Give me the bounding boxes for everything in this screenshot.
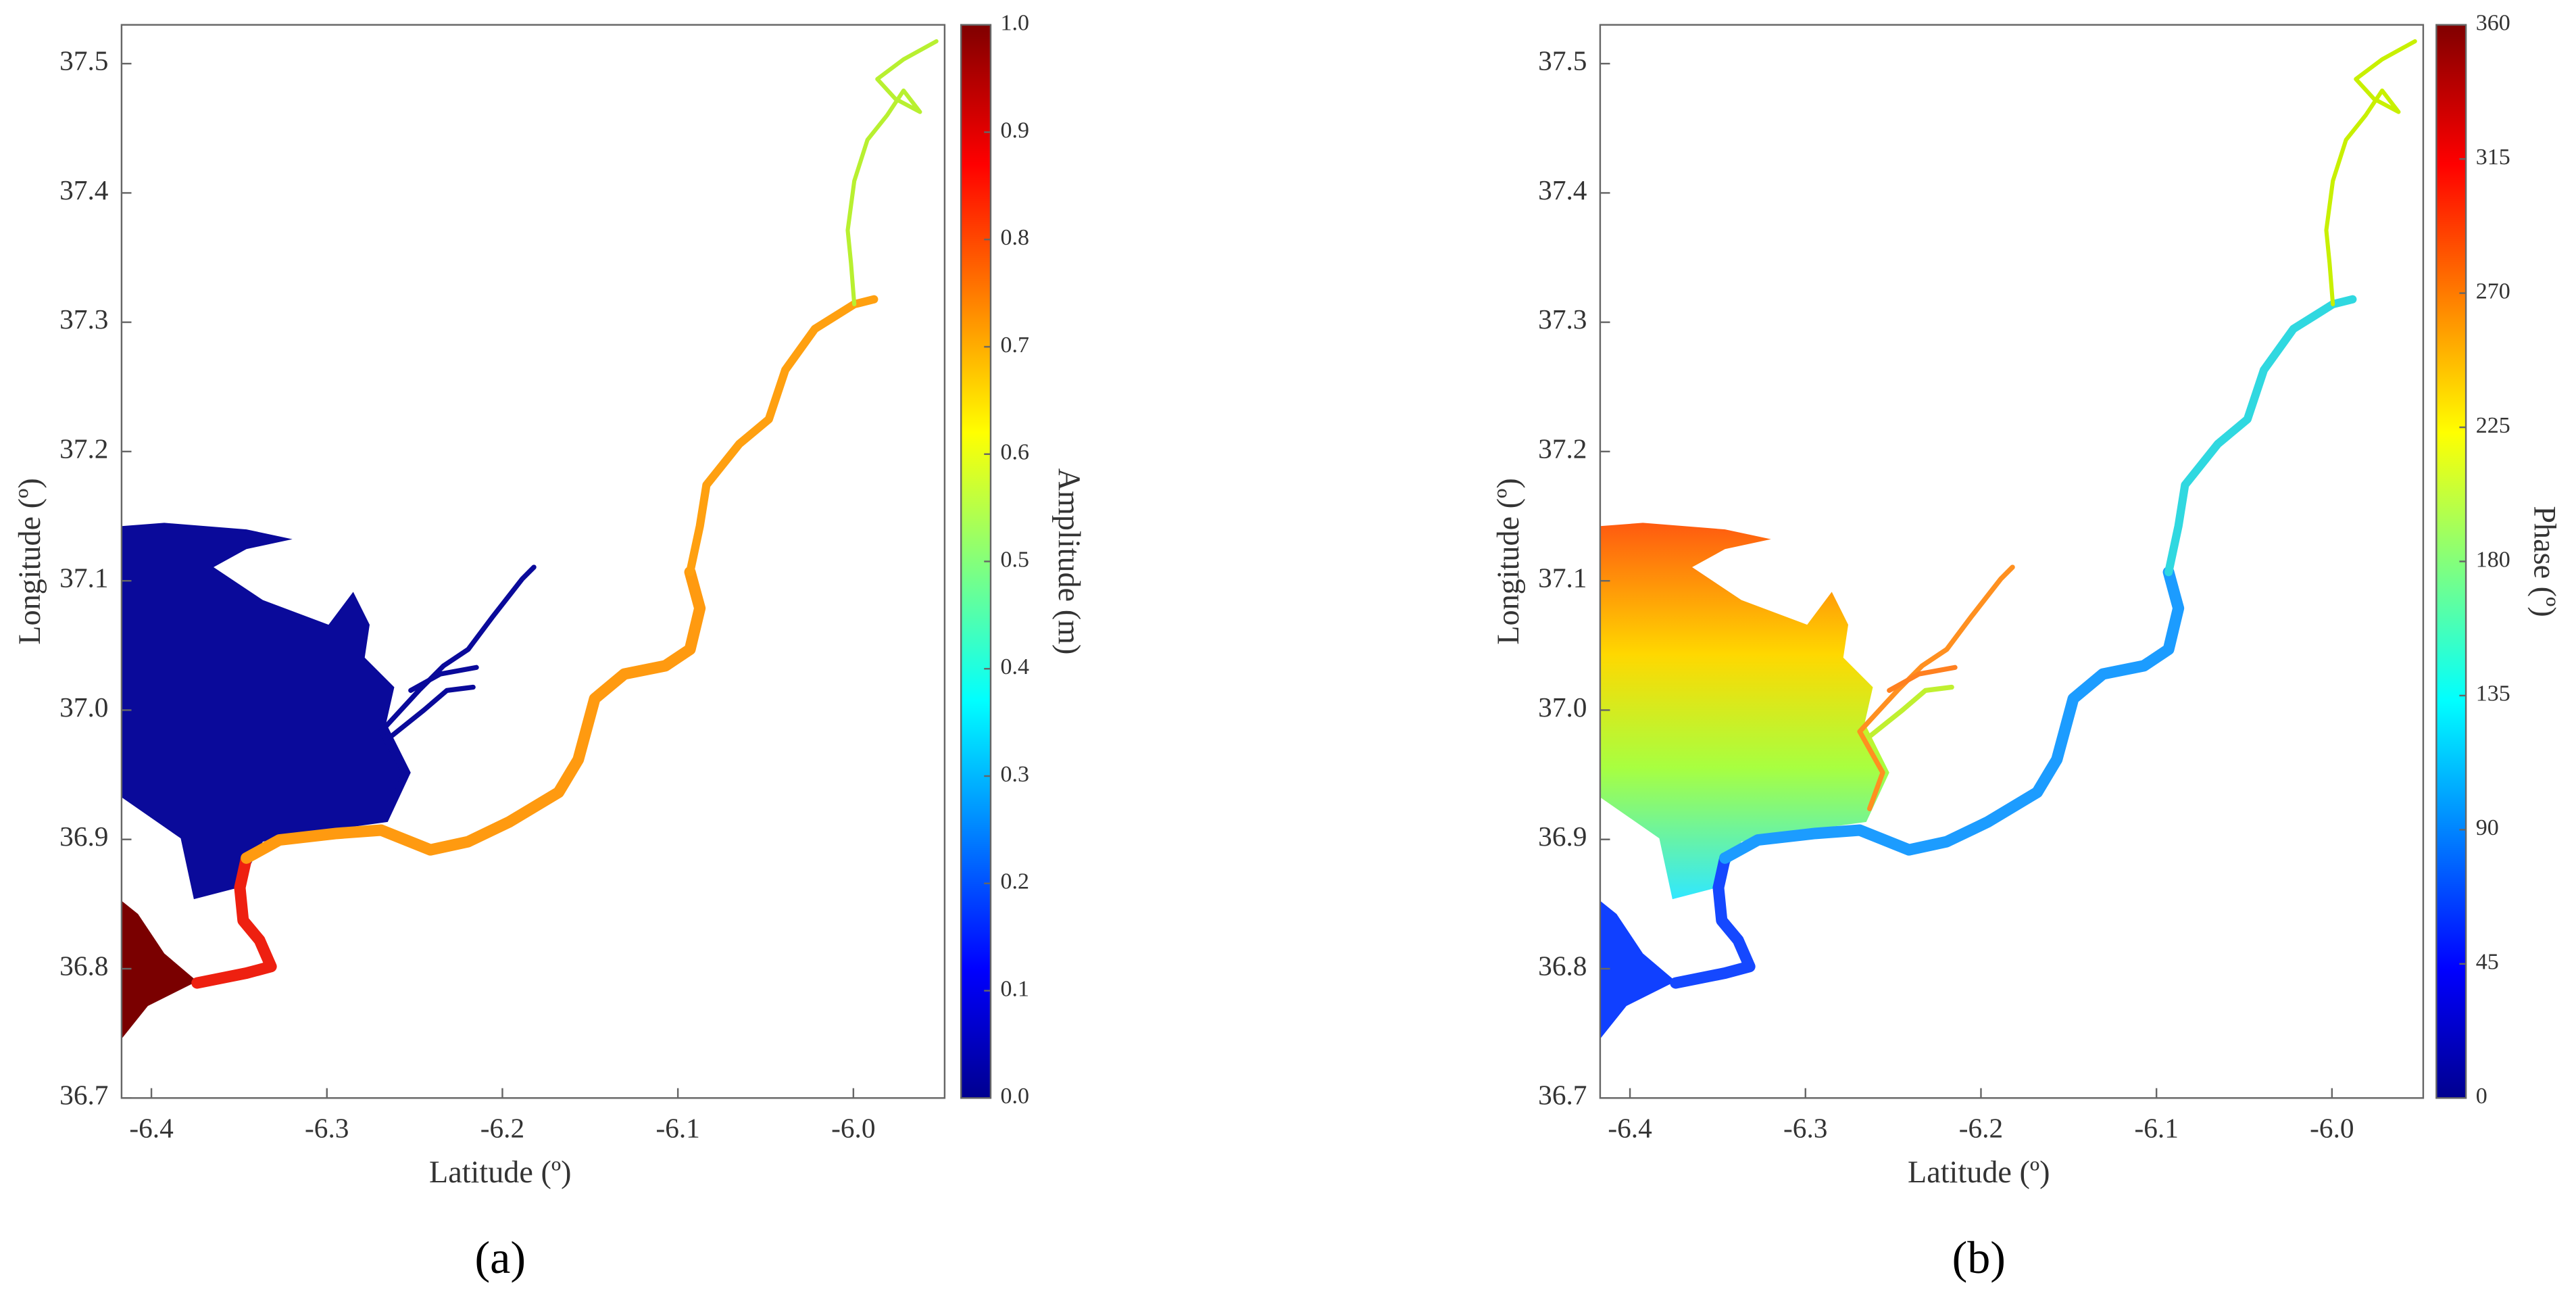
y-tick-label: 37.2 xyxy=(1538,433,1587,464)
colorbar-label: Amplitude (m) xyxy=(1052,468,1087,655)
x-tick-label: -6.3 xyxy=(305,1112,349,1143)
river xyxy=(685,295,878,577)
river xyxy=(1670,852,1756,989)
y-tick-label: 37.5 xyxy=(59,45,108,76)
y-tick-label: 37.5 xyxy=(1538,45,1587,76)
y-tick-label: 37.0 xyxy=(59,692,108,723)
x-axis-label: Latitude (º) xyxy=(1908,1155,2050,1189)
sea-area xyxy=(1600,900,1676,1039)
river xyxy=(378,564,537,812)
x-tick-label: -6.1 xyxy=(2134,1112,2178,1143)
x-tick-label: -6.4 xyxy=(1608,1112,1652,1143)
river xyxy=(408,665,479,693)
colorbar-tick-label: 0.7 xyxy=(1001,333,1030,358)
y-tick-label: 36.9 xyxy=(59,821,108,852)
map-panel xyxy=(1600,39,2417,1039)
colorbar-tick-label: 360 xyxy=(2476,11,2510,36)
panel-label: (a) xyxy=(475,1232,526,1283)
panel-label: (b) xyxy=(1952,1232,2006,1283)
colorbar-tick-label: 0.4 xyxy=(1001,654,1030,679)
map-panel xyxy=(121,39,939,1039)
y-axis-label: Longitude (º) xyxy=(12,478,47,644)
marsh-area xyxy=(121,523,411,900)
colorbar-tick-label: 1.0 xyxy=(1001,11,1030,36)
x-tick-label: -6.0 xyxy=(2310,1112,2354,1143)
colorbar-tick-label: 90 xyxy=(2476,815,2499,840)
y-tick-label: 37.3 xyxy=(1538,304,1587,335)
x-tick-label: -6.4 xyxy=(129,1112,174,1143)
colorbar-tick-label: 0.9 xyxy=(1001,118,1030,143)
river xyxy=(2324,39,2417,307)
river xyxy=(241,566,706,864)
x-axis-label: Latitude (º) xyxy=(429,1155,572,1189)
y-tick-label: 37.4 xyxy=(1538,174,1587,206)
colorbar-tick-label: 270 xyxy=(2476,279,2510,304)
colorbar-tick-label: 180 xyxy=(2476,547,2510,572)
y-tick-label: 36.8 xyxy=(1538,950,1587,981)
river xyxy=(388,684,476,740)
river xyxy=(1887,665,1958,693)
x-tick-label: -6.0 xyxy=(831,1112,875,1143)
y-axis-label: Longitude (º) xyxy=(1491,478,1525,644)
river xyxy=(1857,564,2015,812)
colorbar-tick-label: 0.2 xyxy=(1001,869,1030,894)
colorbar-label: Phase (º) xyxy=(2527,506,2562,617)
x-tick-label: -6.1 xyxy=(655,1112,699,1143)
marsh-area xyxy=(1600,523,1889,900)
river xyxy=(2164,295,2357,577)
river xyxy=(1866,684,1954,740)
x-tick-label: -6.3 xyxy=(1783,1112,1827,1143)
colorbar-tick-label: 135 xyxy=(2476,681,2510,706)
colorbar-tick-label: 0.5 xyxy=(1001,547,1030,572)
y-tick-label: 37.1 xyxy=(59,562,108,594)
y-tick-label: 37.1 xyxy=(1538,562,1587,594)
colorbar-tick-label: 0.1 xyxy=(1001,976,1030,1001)
colorbar-tick-label: 315 xyxy=(2476,145,2510,170)
y-tick-label: 36.8 xyxy=(59,950,108,981)
plot-frame xyxy=(120,24,946,1099)
colorbar-tick-label: 45 xyxy=(2476,950,2499,975)
plot-frame xyxy=(1599,24,2425,1099)
y-tick-label: 37.0 xyxy=(1538,692,1587,723)
x-tick-label: -6.2 xyxy=(1959,1112,2003,1143)
y-tick-label: 37.4 xyxy=(59,174,109,206)
y-tick-label: 36.9 xyxy=(1538,821,1587,852)
y-tick-label: 37.3 xyxy=(59,304,108,335)
colorbar-tick-label: 0.3 xyxy=(1001,762,1030,787)
y-tick-label: 37.2 xyxy=(59,433,108,464)
river xyxy=(1719,566,2185,864)
colorbar-tick-label: 0.8 xyxy=(1001,225,1030,250)
y-tick-label: 36.7 xyxy=(1538,1080,1587,1111)
river xyxy=(845,39,939,307)
colorbar-tick-label: 225 xyxy=(2476,413,2510,438)
colorbar-tick-label: 0 xyxy=(2476,1084,2487,1109)
river xyxy=(191,852,277,989)
y-tick-label: 36.7 xyxy=(59,1080,108,1111)
sea-area xyxy=(121,900,197,1039)
colorbar-tick-label: 0.0 xyxy=(1001,1084,1030,1109)
colorbar-tick-label: 0.6 xyxy=(1001,440,1030,465)
x-tick-label: -6.2 xyxy=(480,1112,524,1143)
